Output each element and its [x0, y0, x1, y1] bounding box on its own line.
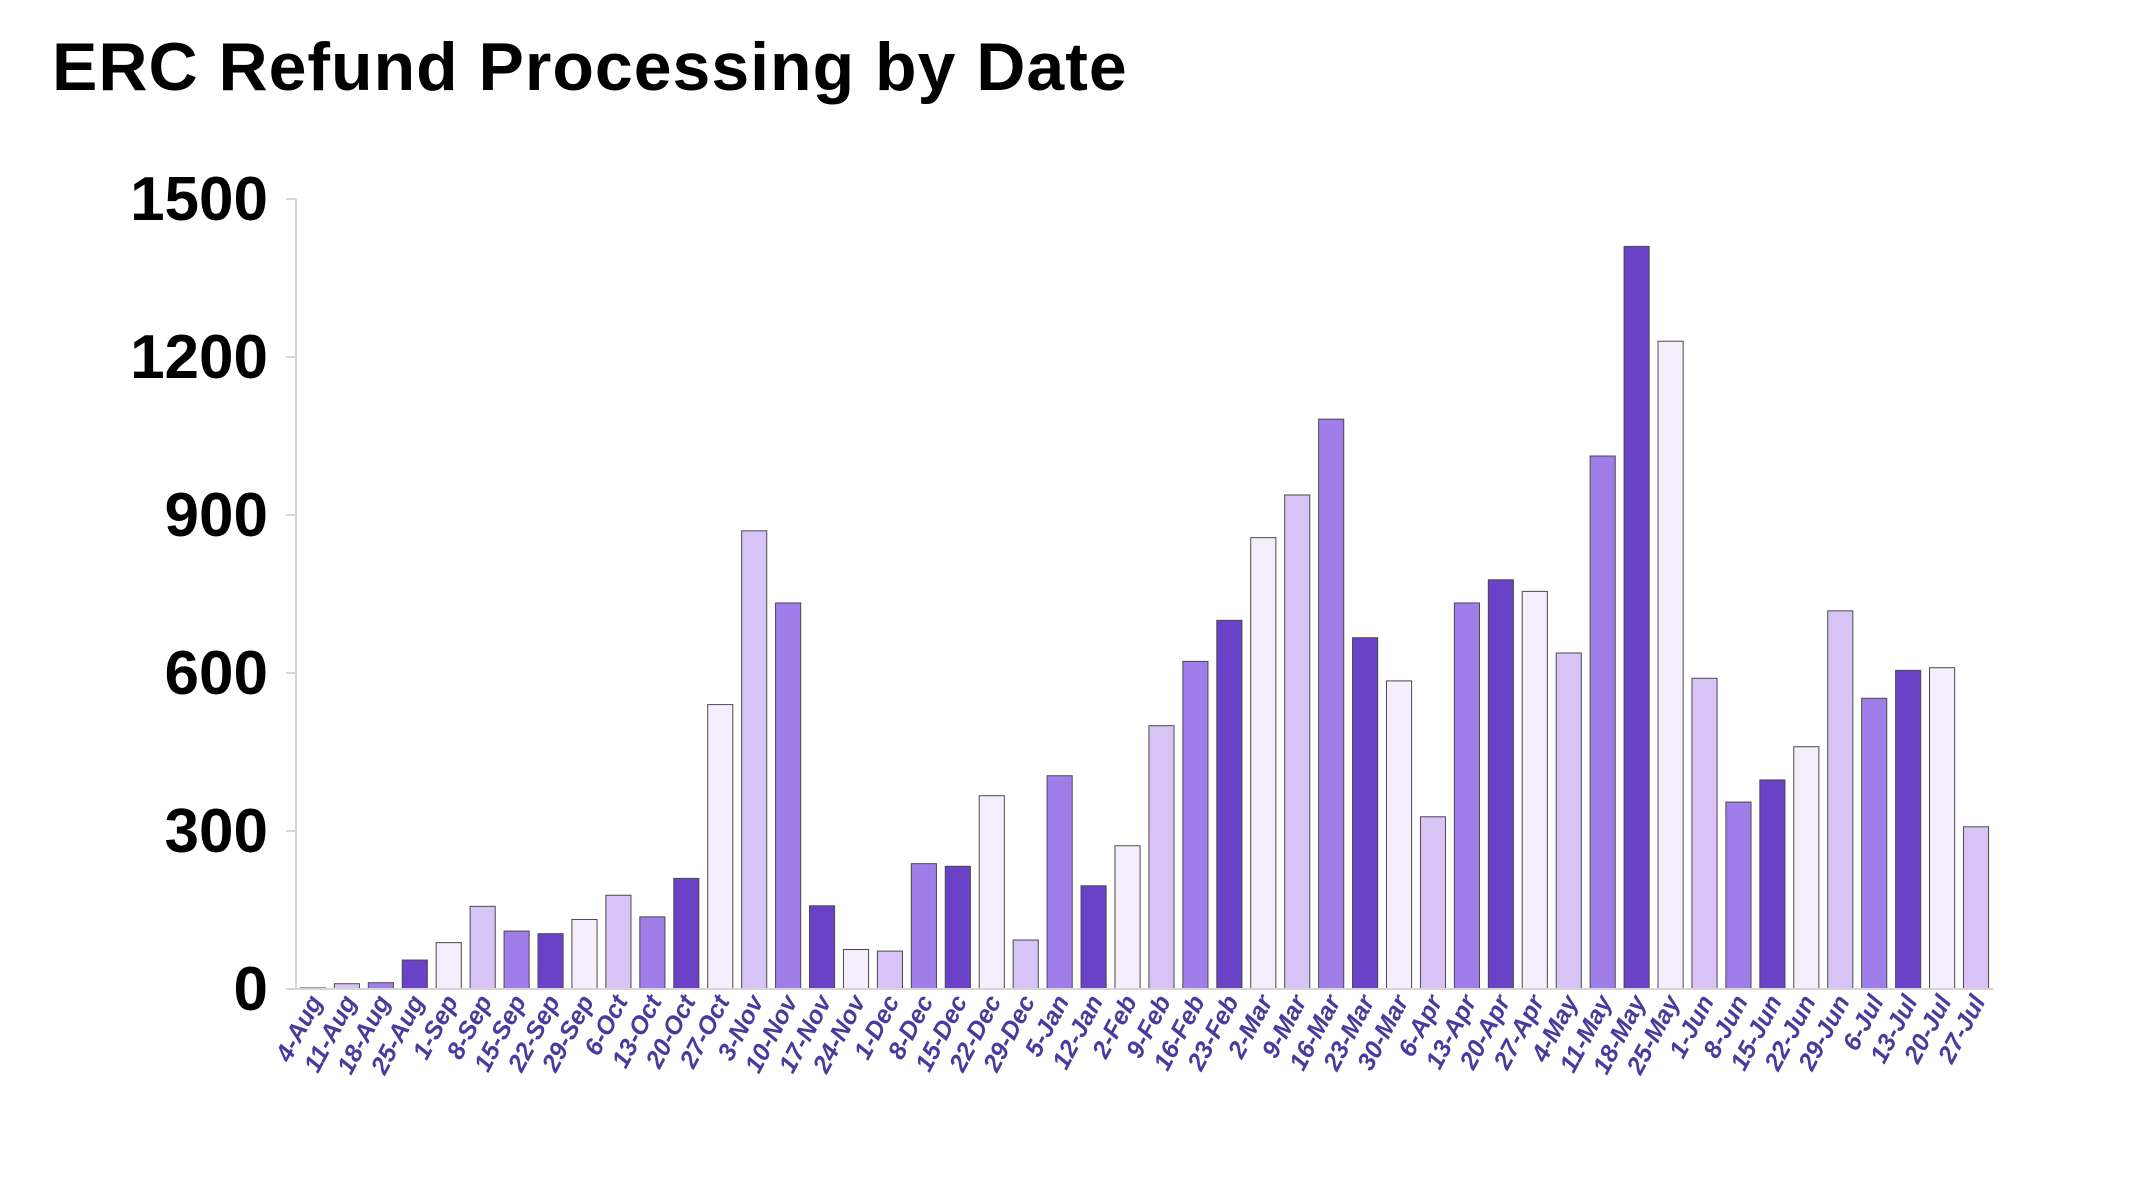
bar — [435, 942, 462, 990]
bar — [876, 950, 904, 990]
bar — [1385, 680, 1413, 990]
bar — [1012, 939, 1039, 990]
bar — [741, 530, 768, 990]
x-axis: 4-Aug11-Aug18-Aug25-Aug1-Sep8-Sep15-Sep2… — [270, 988, 1993, 1080]
y-tick-label: 1200 — [130, 323, 268, 392]
bar — [639, 916, 666, 990]
y-tick-label: 600 — [165, 639, 268, 708]
bar — [1352, 637, 1379, 990]
bar — [1759, 779, 1786, 990]
bar — [1182, 660, 1209, 990]
bar — [1148, 725, 1175, 990]
bar — [469, 905, 496, 990]
bar — [1962, 826, 1990, 990]
y-tick-label: 0 — [234, 955, 268, 1024]
bar — [1861, 697, 1888, 990]
bar — [978, 795, 1005, 990]
y-tick-label: 1500 — [130, 165, 268, 234]
bar — [1929, 667, 1956, 990]
bar — [673, 877, 700, 990]
bar — [1216, 619, 1243, 990]
bar — [1657, 340, 1684, 990]
bar — [707, 704, 734, 990]
bar — [1623, 245, 1650, 990]
bar — [1080, 885, 1107, 990]
y-axis: 0 300 600 900 1200 1500 — [130, 165, 297, 1024]
bar — [1521, 590, 1548, 990]
bar — [537, 933, 564, 990]
bar — [401, 959, 428, 990]
bar — [775, 602, 802, 990]
bar — [1691, 677, 1718, 990]
y-tick-label: 900 — [165, 481, 268, 550]
bar — [1453, 602, 1480, 990]
bar — [1895, 669, 1922, 990]
bar — [1114, 845, 1141, 990]
bar — [1589, 455, 1616, 990]
y-tick-label: 300 — [165, 797, 268, 866]
bar — [1250, 537, 1277, 990]
bar — [1284, 494, 1311, 990]
bar — [503, 930, 530, 990]
bar — [1725, 801, 1752, 990]
bar — [1827, 610, 1854, 990]
bar — [1555, 652, 1582, 990]
bar — [944, 865, 971, 990]
bar — [571, 918, 598, 990]
bar — [1793, 746, 1820, 990]
bar — [1487, 579, 1514, 990]
bar — [910, 863, 937, 990]
bar — [605, 894, 632, 990]
bar — [809, 905, 836, 990]
bar — [842, 949, 870, 990]
bar — [1419, 816, 1447, 990]
bars — [299, 245, 1990, 990]
bar — [1046, 775, 1073, 990]
bar — [1318, 418, 1345, 990]
chart-title: ERC Refund Processing by Date — [52, 29, 1128, 105]
